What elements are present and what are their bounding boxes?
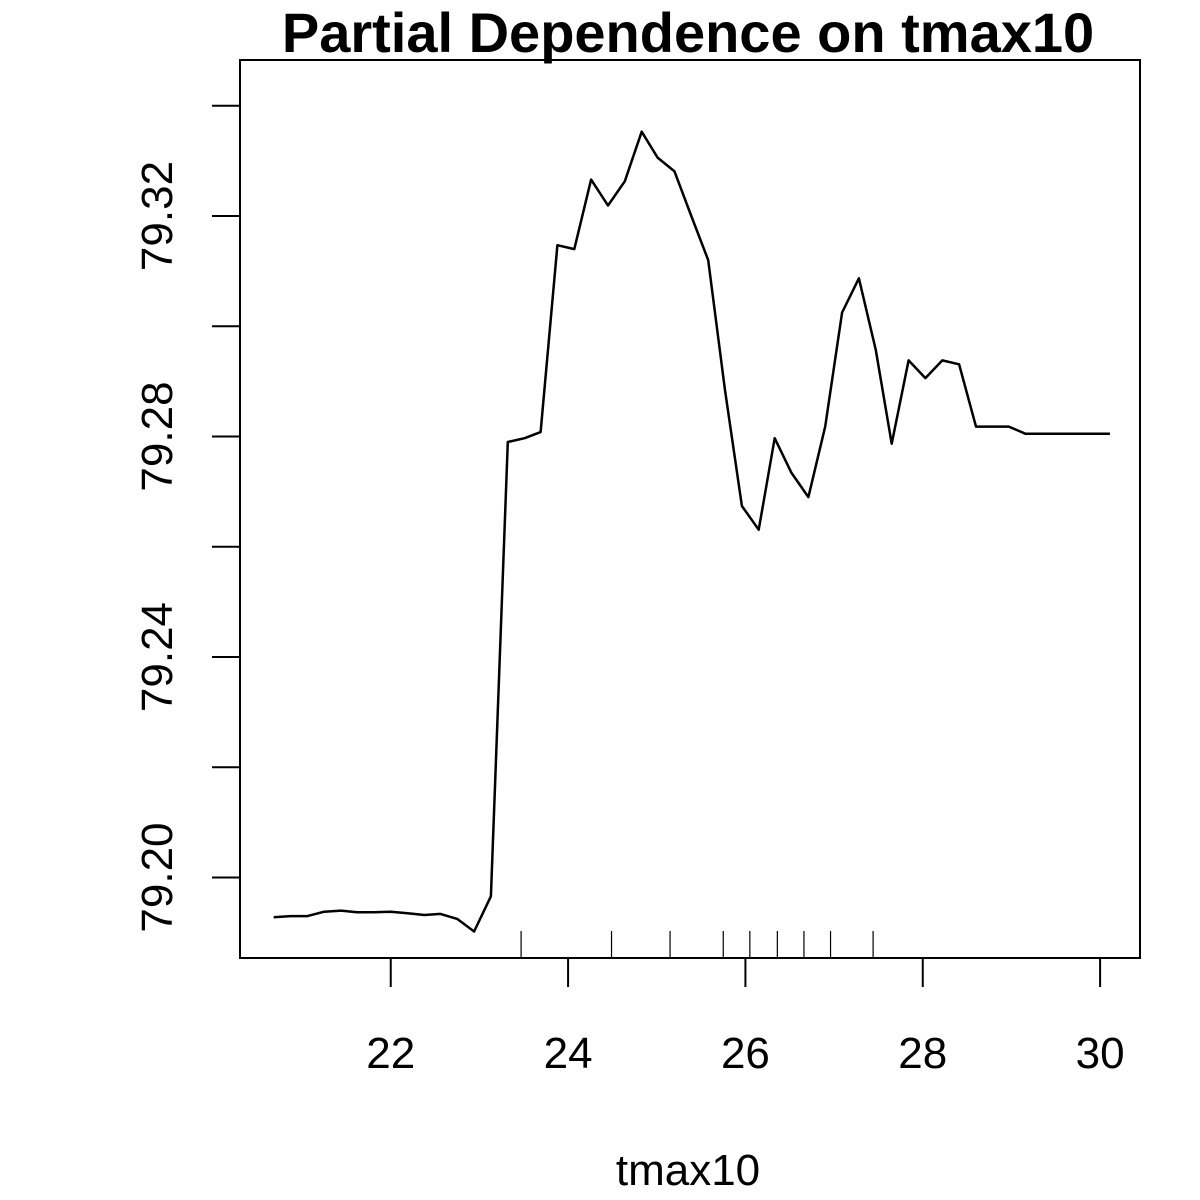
rug-marks — [520, 931, 874, 958]
chart-title: Partial Dependence on tmax10 — [282, 1, 1094, 64]
x-tick-label: 26 — [721, 1029, 770, 1078]
x-tick-label: 24 — [544, 1029, 593, 1078]
x-axis: 22 24 26 28 30 — [366, 958, 1125, 1078]
series-line — [273, 130, 1110, 933]
x-tick-label: 30 — [1076, 1029, 1125, 1078]
y-axis: 79.20 79.24 79.28 79.32 — [133, 104, 240, 933]
series-layer — [273, 130, 1110, 933]
plot-area-frame — [239, 59, 1141, 959]
y-tick-label: 79.32 — [133, 161, 182, 271]
x-axis-title: tmax10 — [616, 1146, 760, 1195]
x-tick-label: 28 — [898, 1029, 947, 1078]
y-tick-label: 79.24 — [133, 602, 182, 712]
x-tick-label: 22 — [366, 1029, 415, 1078]
y-tick-label: 79.28 — [133, 381, 182, 491]
y-tick-label: 79.20 — [133, 822, 182, 932]
